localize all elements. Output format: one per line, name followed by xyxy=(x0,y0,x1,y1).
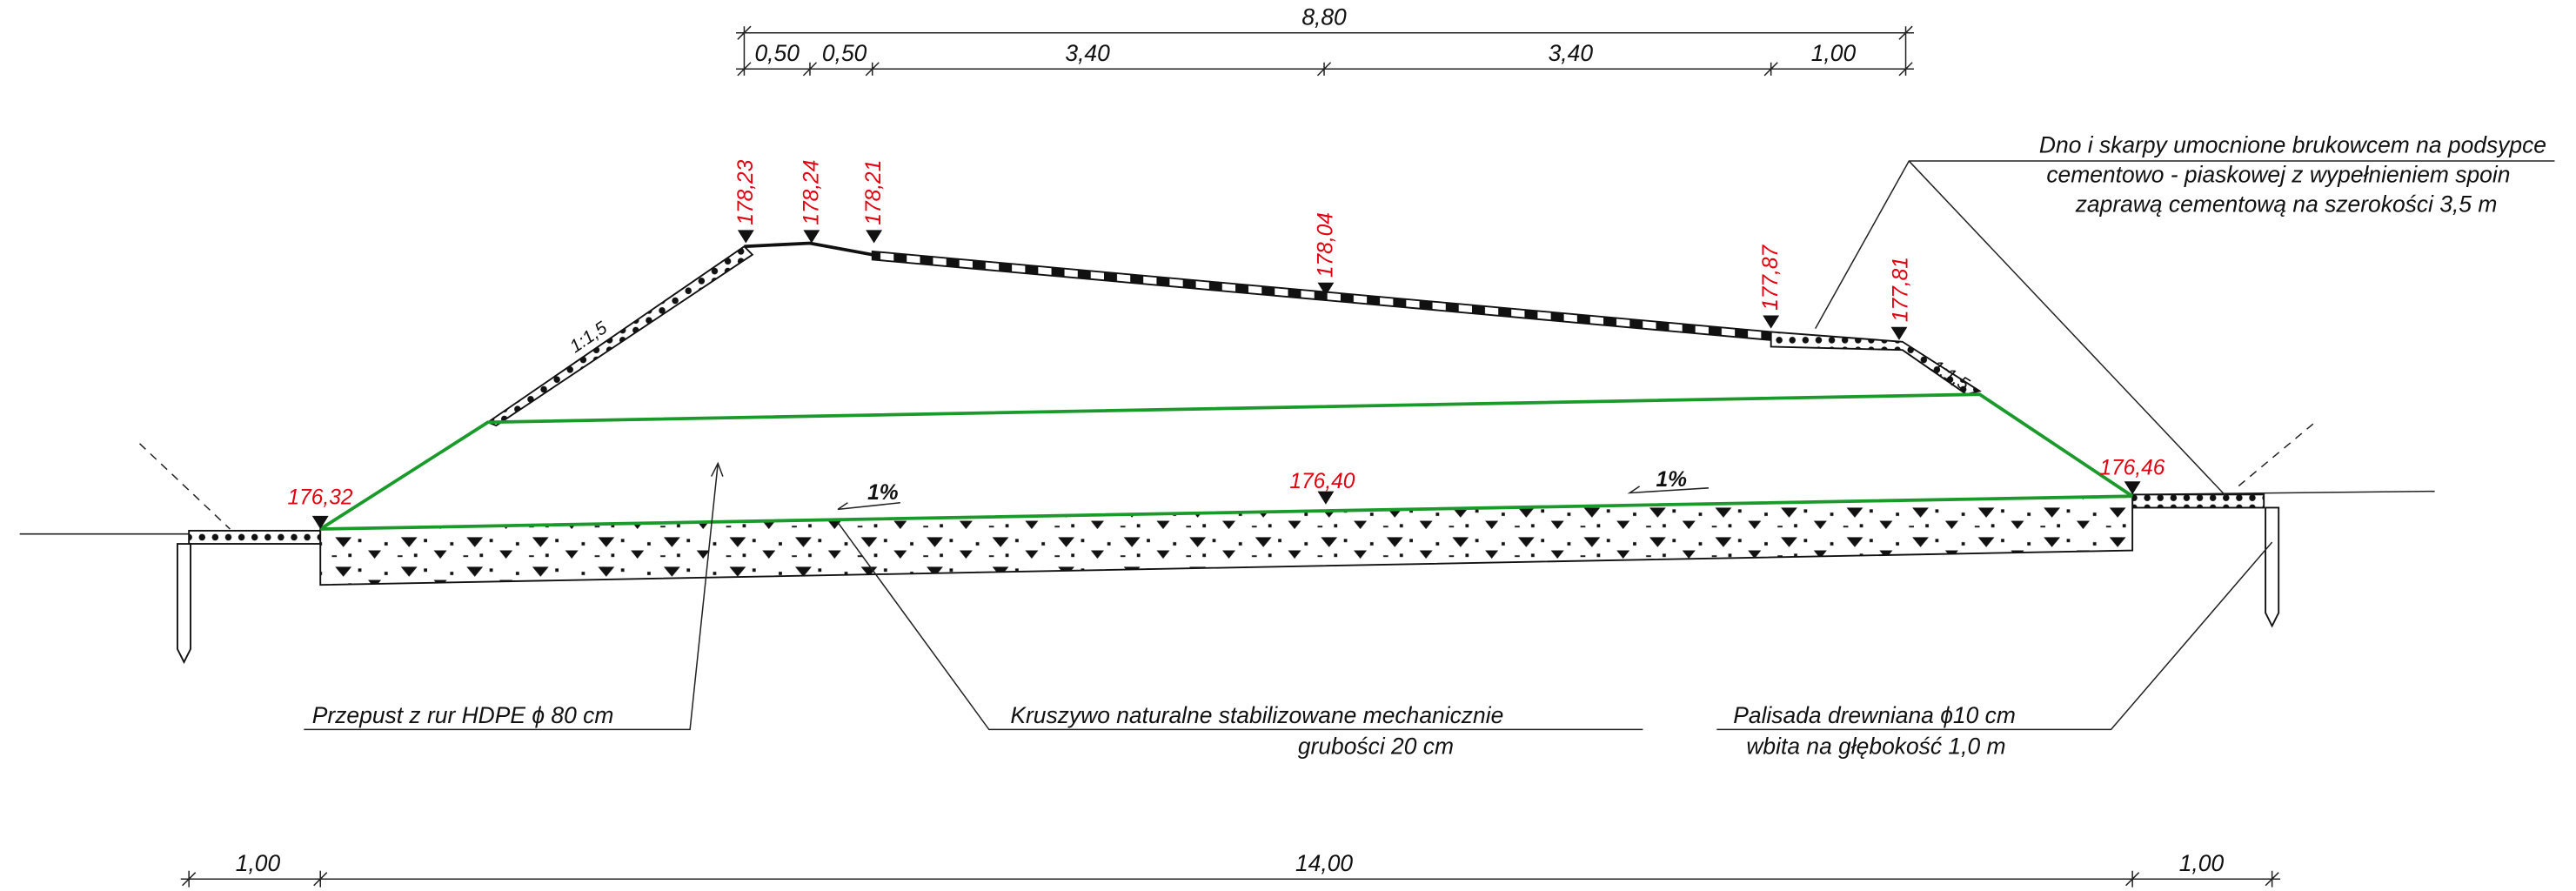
elevation: 176,32 xyxy=(287,486,352,510)
paving-label: zaprawą cementową na szerokości 3,5 m xyxy=(2075,191,2498,218)
paving-label: cementowo - piaskowej z wypełnieniem spo… xyxy=(2046,162,2510,188)
paving-label: Dno i skarpy umocnione brukowcem na pods… xyxy=(2039,132,2546,158)
bottom-dimensions: 1,00 14,00 1,00 xyxy=(180,850,2281,888)
aggregate-label: Kruszywo naturalne stabilizowane mechani… xyxy=(1010,702,1503,728)
dim-label: 1,00 xyxy=(236,850,281,876)
dim-label: 1,00 xyxy=(1811,40,1857,66)
elevation: 178,24 xyxy=(800,160,823,225)
elevation: 176,40 xyxy=(1289,470,1355,493)
annotations: Przepust z rur HDPE ϕ 80 cm Kruszywo nat… xyxy=(304,132,2555,760)
ground xyxy=(19,423,2435,665)
aggregate-layer xyxy=(319,495,2134,586)
elevation: 178,04 xyxy=(1314,212,1337,278)
dim-label: 3,40 xyxy=(1549,40,1594,66)
top-dimensions: 8,80 0,50 0,50 3,40 3,40 1,00 xyxy=(736,3,1914,77)
gradient-label: 1% xyxy=(867,481,899,505)
elevations: 178,23 178,24 178,21 178,04 177,87 177,8… xyxy=(287,159,2165,530)
dim-label: 0,50 xyxy=(822,40,867,66)
dim-label: 1,00 xyxy=(2179,850,2225,876)
palisade-label: Palisada drewniana ϕ10 cm xyxy=(1733,702,2016,728)
elevation: 177,81 xyxy=(1889,257,1912,322)
elevation: 177,87 xyxy=(1759,244,1783,310)
gradient-arrow xyxy=(837,502,900,511)
dim-label: 0,50 xyxy=(754,40,800,66)
elevation: 176,46 xyxy=(2099,457,2165,480)
aggregate-label: grubości 20 cm xyxy=(1298,734,1454,760)
dim-label: 8,80 xyxy=(1301,3,1347,30)
elevation: 178,23 xyxy=(734,159,758,224)
dim-label: 3,40 xyxy=(1065,40,1110,66)
dim-label: 14,00 xyxy=(1295,850,1353,876)
elevation: 178,21 xyxy=(862,160,886,225)
palisade-label: wbita na głębokość 1,0 m xyxy=(1746,734,2005,760)
gradient-label: 1% xyxy=(1656,468,1688,492)
culvert-label: Przepust z rur HDPE ϕ 80 cm xyxy=(312,702,614,728)
gradient-arrow xyxy=(1627,486,1709,494)
embankment xyxy=(319,241,2134,531)
